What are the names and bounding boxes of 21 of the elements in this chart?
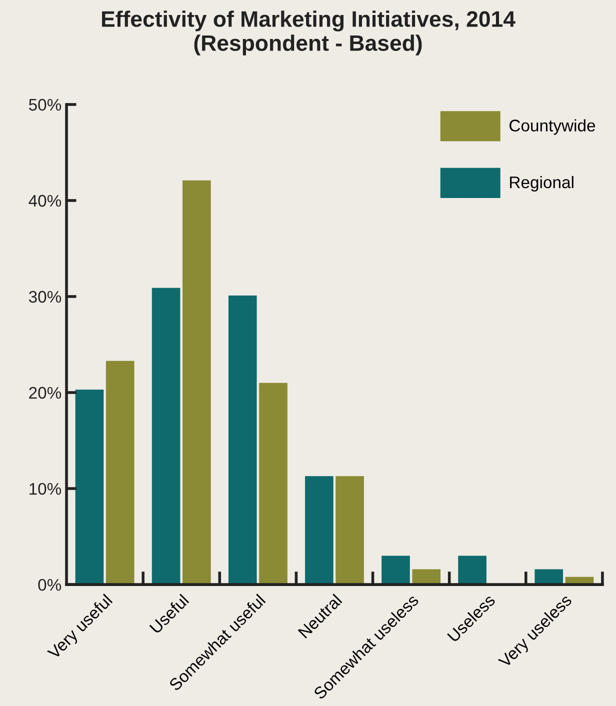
bar: [458, 556, 486, 585]
y-tick-label: 50%: [28, 98, 62, 111]
bar: [152, 288, 180, 585]
bar: [259, 382, 288, 585]
bar: [305, 476, 334, 585]
bar: [382, 556, 410, 585]
y-tick-label: 0%: [38, 578, 62, 591]
bar: [182, 180, 211, 585]
bar: [75, 390, 104, 585]
y-tick-label: 40%: [28, 194, 62, 207]
legend-label: Countywide: [510, 119, 596, 135]
bar: [412, 569, 441, 585]
chart-title: Effectivity of Marketing Initiatives, 2014 (Respondent - Based): [102, 10, 516, 56]
bar: [336, 476, 364, 585]
y-tick-label: 20%: [29, 386, 62, 399]
bar: [228, 296, 257, 585]
bar: [106, 360, 134, 585]
y-tick-label: 30%: [28, 290, 62, 303]
bar: [534, 569, 564, 585]
y-tick-label: 10%: [30, 482, 62, 495]
legend-label: Regional: [510, 176, 574, 192]
